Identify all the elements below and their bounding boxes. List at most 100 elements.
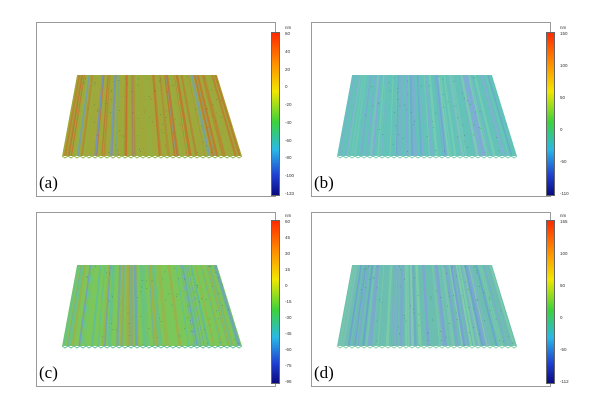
surface-speckle [439,138,441,139]
surface-speckle [499,340,501,341]
surface-stripe [482,265,508,346]
surface-stripe [435,265,447,346]
surface-stripe [403,265,405,346]
surface-speckle [120,335,122,336]
surface-stripe [188,75,206,156]
surface-speckle [216,99,217,101]
surface-stripe [399,265,404,346]
surface-speckle [453,295,454,296]
surface-speckle [526,123,527,124]
surface-speckle [489,309,491,311]
surface-speckle [190,320,191,321]
surface-speckle [206,126,208,128]
surface-speckle [211,89,212,91]
surface-stripe [468,265,488,346]
surface-speckle [407,130,408,132]
surface-speckle [398,326,399,328]
surface-stripe [190,265,209,346]
surface-speckle [455,295,456,297]
surface-speckle [483,317,485,319]
surface-speckle [503,340,505,342]
surface-speckle [146,314,147,316]
surface-speckle [198,320,200,322]
surface-speckle [206,145,207,147]
surface-speckle [466,90,467,91]
surface-stripe [338,75,356,156]
surface-speckle [97,111,98,112]
surface-stripe [405,265,407,346]
surface-speckle [394,111,395,113]
surface-speckle [145,292,147,294]
surface-stripe [448,265,464,346]
surface-speckle [399,105,401,107]
surface-speckle [443,266,444,267]
surface-stripe [385,265,393,346]
surface-speckle [507,309,509,311]
surface-speckle [191,273,193,275]
surface-speckle [418,325,420,326]
surface-speckle [463,97,465,99]
surface-speckle [229,124,231,126]
surface-speckle [221,305,223,306]
surface-speckle [474,77,475,79]
surface-speckle [105,149,107,150]
surface-speckle [205,128,207,129]
surface-stripe [406,265,410,346]
surface-speckle [117,132,119,133]
surface-stripe [406,75,409,156]
surface-stripe [91,265,102,346]
surface-stripe [473,75,496,156]
surface-stripe [428,75,439,156]
surface-stripe [71,265,87,346]
surface-speckle [146,288,148,289]
surface-speckle [222,131,223,133]
surface-speckle [119,303,121,305]
surface-speckle [205,298,207,300]
surface-speckle [395,333,397,335]
surface-speckle [247,117,248,118]
surface-speckle [511,304,513,306]
surface-speckle [468,75,469,76]
panel-label-b: (b) [314,173,334,192]
colorbar-tick-c: 15 [285,267,291,272]
surface-speckle [213,321,215,323]
colorbar-ticks-a: 60 40 20 0 -20 -40 -60 -80 -100 -133 [284,31,304,196]
surface-stripe [131,75,133,156]
surface-speckle [93,122,95,123]
surface-speckle [435,150,437,151]
surface-speckle [154,91,156,92]
surface-stripe [409,75,414,156]
surface-speckle [393,77,395,79]
surface-stripe [107,265,115,346]
surface-speckle [191,128,193,130]
surface-speckle [101,288,102,290]
surface-stripe [489,265,516,346]
surface-speckle [193,309,194,310]
surface-speckle [463,344,465,346]
surface-speckle [511,343,513,344]
surface-speckle [222,285,223,286]
surface-speckle [464,121,466,122]
surface-stripe [395,265,399,346]
surface-stripe [143,75,150,156]
surface-speckle [159,325,160,327]
surface-stripe [435,75,445,156]
colorbar-tick-c: -95 [285,379,292,384]
surface-speckle [478,333,480,335]
surface-speckle [209,99,211,101]
surface-speckle [414,121,415,122]
surface-speckle [440,297,442,298]
surface-speckle [202,141,204,143]
surface-speckle [171,132,173,134]
surface-speckle [119,129,121,131]
colorbar-tick-b: 150 [560,31,568,36]
surface-texture [337,75,530,156]
surface-edge [336,345,518,349]
surface-speckle [407,341,408,342]
surface-stripe [400,75,403,156]
colorbar-tick-a: 40 [285,48,291,54]
surface-speckle [375,340,377,342]
surface-speckle [176,296,177,298]
surface-speckle [529,153,530,154]
surface-stripe [377,75,385,156]
